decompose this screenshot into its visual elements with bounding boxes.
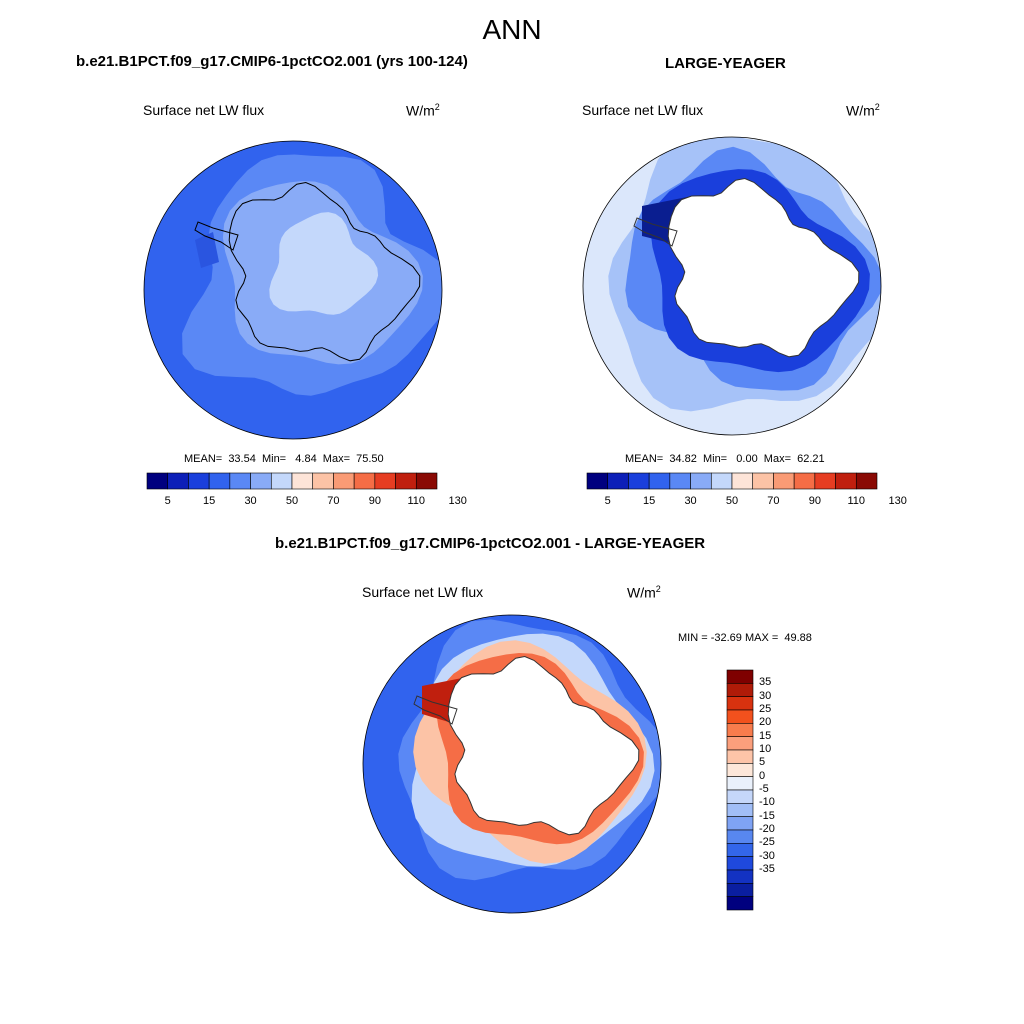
colorbar-tick-label: -30	[759, 849, 775, 862]
colorbar-swatch	[415, 472, 438, 490]
colorbar-swatch	[250, 472, 272, 490]
colorbar-swatch	[586, 472, 609, 490]
panel3-colorbar	[726, 669, 754, 911]
colorbar-tick-label: 110	[847, 495, 866, 507]
colorbar-swatch	[726, 669, 754, 684]
colorbar-swatch	[270, 472, 293, 490]
colorbar-swatch	[726, 869, 754, 884]
colorbar-swatch	[726, 856, 754, 871]
colorbar-swatch	[752, 472, 774, 490]
colorbar-swatch	[726, 736, 754, 751]
colorbar-tick-label: -25	[759, 836, 775, 849]
colorbar-tick-label: 50	[285, 495, 299, 507]
colorbar-swatch	[726, 696, 754, 711]
colorbar-swatch	[607, 472, 629, 490]
colorbar-tick-label: 15	[203, 495, 216, 507]
colorbar-swatch	[726, 683, 754, 697]
colorbar-tick-label: 20	[759, 716, 772, 729]
colorbar-tick-label: 5	[164, 495, 171, 507]
colorbar-tick-label: 90	[368, 495, 381, 507]
colorbar-tick-label: 35	[759, 676, 772, 689]
panel2-variable: Surface net LW flux	[582, 102, 704, 118]
colorbar-swatch	[773, 472, 795, 490]
colorbar-tick-label: -5	[759, 783, 769, 795]
colorbar-swatch	[726, 763, 754, 777]
colorbar-tick-label: 30	[244, 495, 257, 507]
colorbar-tick-label: 110	[407, 495, 426, 507]
colorbar-swatch	[353, 472, 376, 490]
panel3-variable: Surface net LW flux	[362, 584, 484, 600]
colorbar-swatch	[793, 472, 816, 490]
colorbar-swatch	[726, 829, 754, 844]
colorbar-swatch	[710, 472, 733, 490]
colorbar-swatch	[208, 472, 231, 490]
colorbar-swatch	[726, 749, 754, 764]
colorbar-swatch	[814, 472, 836, 490]
panel3-units: W/m2	[627, 584, 661, 601]
colorbar-swatch	[312, 472, 334, 490]
panel3-polar-map	[362, 614, 662, 914]
colorbar-tick-label: -15	[759, 809, 775, 822]
colorbar-tick-label: 15	[759, 729, 772, 742]
colorbar-swatch	[726, 896, 754, 911]
colorbar-swatch	[726, 816, 754, 831]
colorbar-tick-label: -10	[759, 796, 775, 809]
colorbar-tick-label: 0	[759, 769, 766, 782]
colorbar-tick-label: 70	[767, 495, 780, 507]
panel2-polar-map	[582, 136, 882, 436]
colorbar-tick-label: 30	[759, 689, 772, 702]
colorbar-swatch	[395, 472, 417, 490]
colorbar-swatch	[146, 472, 169, 490]
colorbar-swatch	[167, 472, 189, 490]
colorbar-tick-label: 5	[759, 756, 766, 769]
colorbar-tick-label: 90	[808, 495, 821, 507]
colorbar-swatch	[726, 843, 754, 857]
colorbar-tick-label: 130	[888, 495, 907, 507]
colorbar-swatch	[726, 723, 754, 737]
colorbar-swatch	[731, 472, 754, 490]
colorbar-tick-label: 130	[448, 495, 467, 507]
panel2-title: LARGE-YEAGER	[665, 55, 786, 72]
colorbar-swatch	[188, 472, 210, 490]
colorbar-swatch	[669, 472, 691, 490]
colorbar-swatch	[628, 472, 650, 490]
panel1-title: b.e21.B1PCT.f09_g17.CMIP6-1pctCO2.001 (y…	[76, 53, 468, 70]
colorbar-swatch	[333, 472, 355, 490]
colorbar-tick-label: -20	[759, 823, 775, 835]
colorbar-tick-label: 15	[643, 495, 656, 507]
colorbar-swatch	[726, 883, 754, 897]
panel1-colorbar	[146, 472, 438, 490]
colorbar-tick-label: 50	[725, 495, 739, 507]
panel1-variable: Surface net LW flux	[143, 102, 265, 118]
colorbar-swatch	[726, 803, 754, 817]
colorbar-swatch	[855, 472, 878, 490]
colorbar-swatch	[726, 789, 754, 804]
panel1-stats: MEAN= 33.54 Min= 4.84 Max= 75.50	[184, 453, 384, 465]
colorbar-tick-label: 25	[759, 703, 772, 715]
panel3-title: b.e21.B1PCT.f09_g17.CMIP6-1pctCO2.001 - …	[275, 535, 706, 552]
colorbar-tick-label: 5	[604, 495, 611, 507]
colorbar-swatch	[835, 472, 857, 490]
colorbar-tick-label: -35	[759, 863, 775, 875]
colorbar-swatch	[291, 472, 314, 490]
panel1-units: W/m2	[406, 102, 440, 119]
panel2-colorbar	[586, 472, 878, 490]
panel1-polar-map	[143, 140, 443, 440]
colorbar-swatch	[374, 472, 396, 490]
colorbar-swatch	[726, 776, 754, 791]
colorbar-swatch	[690, 472, 712, 490]
figure-title: ANN	[482, 14, 542, 45]
panel2-units: W/m2	[846, 102, 880, 119]
colorbar-swatch	[726, 709, 754, 724]
colorbar-tick-label: 30	[684, 495, 697, 507]
colorbar-tick-label: 70	[327, 495, 340, 507]
colorbar-swatch	[648, 472, 671, 490]
colorbar-swatch	[229, 472, 251, 490]
colorbar-tick-label: 10	[759, 743, 772, 755]
panel3-stats: MIN = -32.69 MAX = 49.88	[678, 632, 812, 644]
panel2-stats: MEAN= 34.82 Min= 0.00 Max= 62.21	[625, 453, 825, 465]
